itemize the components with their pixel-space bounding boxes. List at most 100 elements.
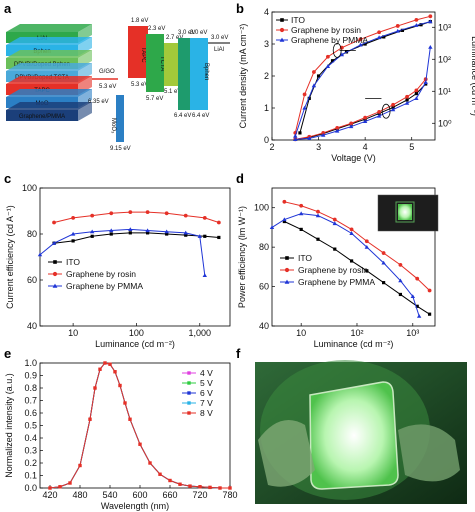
y-axis-label: Normalized intensity (a.u.) [4,373,14,478]
legend-marker [279,37,285,42]
data-point [158,472,162,476]
data-point [70,231,76,236]
data-point [183,213,188,218]
data-point [419,23,423,27]
data-point [302,105,307,110]
layer-top-face [6,76,92,84]
data-point [307,96,311,100]
x-tick-label: 100 [129,328,144,338]
panel-letter-d: d [236,171,244,186]
data-point [188,484,192,488]
series-line [295,78,427,140]
legend-marker [279,27,285,33]
moo3-bar [116,95,124,142]
tapc-bottom-text: 5.3 eV [131,82,148,88]
data-point [312,70,316,74]
legend-label: 4 V [200,368,213,378]
data-point [197,234,202,238]
data-point [89,229,95,234]
legend-marker [285,256,289,260]
data-point [405,98,409,102]
data-point [428,19,433,24]
data-point [109,228,114,233]
data-point [218,486,222,490]
data-point [71,239,75,243]
data-point [321,133,326,137]
data-point [128,227,133,231]
data-point [325,54,330,59]
legend-label: Graphene by rosin [66,269,136,279]
data-point [395,28,400,33]
data-point [428,14,433,19]
go-level-text: 5.3 eV [99,84,116,90]
data-point [128,417,132,421]
data-point [293,137,298,141]
data-point [395,24,400,28]
x-axis-label: Wavelength (nm) [101,501,169,511]
data-point [183,230,188,235]
y-tick-label: 0 [264,135,269,145]
data-point [364,239,369,244]
legend-label: Graphene by PMMA [298,277,375,287]
x-axis-label: Luminance (cd m⁻²) [95,339,175,349]
data-point [113,370,117,374]
data-point [316,237,320,241]
data-point [165,232,169,236]
data-point [299,227,303,231]
layer-front-face [6,110,78,121]
data-point [330,59,335,63]
data-point [90,234,94,238]
x-tick-label: 600 [132,490,147,500]
data-point [51,241,57,245]
panel-letter-b: b [236,1,244,16]
legend-label: 5 V [200,378,213,388]
panel-letter-e: e [4,346,11,361]
layer-top-face [6,24,92,32]
irppy-tcta-bar [164,43,178,86]
layer-label: Graphene/PMMA [19,114,65,120]
data-point [108,362,112,366]
data-point [398,262,403,267]
tcta-bar [146,34,164,92]
x-tick-label: 780 [222,490,237,500]
panel-letter-c: c [4,171,11,186]
bphen-top-text: 3.0 eV [190,30,207,36]
data-point [123,401,127,405]
data-point [349,231,354,235]
moo3-label: MoO₃ [110,118,116,134]
data-point [168,478,172,483]
data-point [414,17,419,22]
data-point [184,233,188,237]
series-line [294,15,431,134]
data-point [414,88,419,93]
data-point [335,128,340,133]
data-point [202,273,207,277]
data-point [146,231,150,235]
legend-marker [284,279,290,284]
go-label: G/GO [99,69,115,75]
data-point [216,220,221,225]
tcta-top-text: 2.3 eV [148,26,165,32]
y-tick-label: 1.0 [24,358,37,368]
legend-marker [52,271,58,277]
y-tick-label: 0.5 [24,421,37,431]
data-point [381,260,386,265]
legend-marker [187,411,191,415]
data-point [52,220,56,225]
data-point [282,217,287,222]
data-point [398,278,403,283]
x-tick-label: 540 [102,490,117,500]
y-tick-label: 0.7 [24,396,37,406]
device-photo [255,360,467,504]
data-point [103,361,107,365]
x-tick-label: 420 [42,490,57,500]
data-point [332,221,337,226]
series-line [284,201,430,291]
legend-marker [187,391,191,395]
energy-diagram: G/GO 5.3 eV 6.35 eV MoO₃ 9.15 eV 1.8 eV … [88,18,230,152]
legend-label: ITO [298,253,312,263]
data-point [405,94,409,99]
data-point [217,235,221,240]
y-tick-label: 3 [264,39,269,49]
